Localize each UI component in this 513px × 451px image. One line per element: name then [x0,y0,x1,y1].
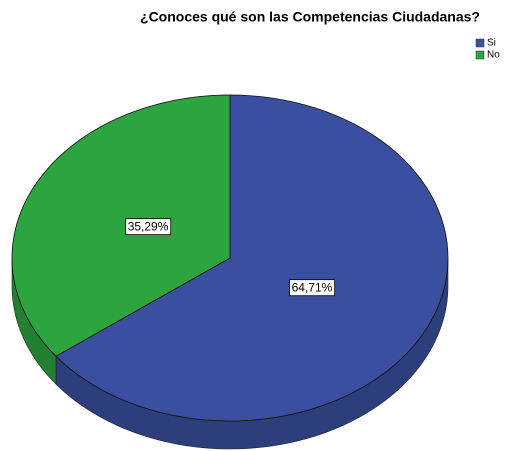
data-label-box [289,279,336,297]
chart-title: ¿Conoces qué son las Competencias Ciudad… [140,9,480,25]
data-label: 64,71% [292,281,333,295]
pie-slice [55,94,449,422]
data-label-box [125,218,172,236]
legend-label: No [487,50,500,61]
data-label-group: 64,71% [289,279,336,297]
pie-slice [11,94,231,357]
legend-swatch [475,38,485,48]
data-label: 35,29% [128,220,169,234]
legend-label: Si [487,38,496,49]
data-label-group: 35,29% [125,218,172,236]
legend-swatch [475,50,485,60]
